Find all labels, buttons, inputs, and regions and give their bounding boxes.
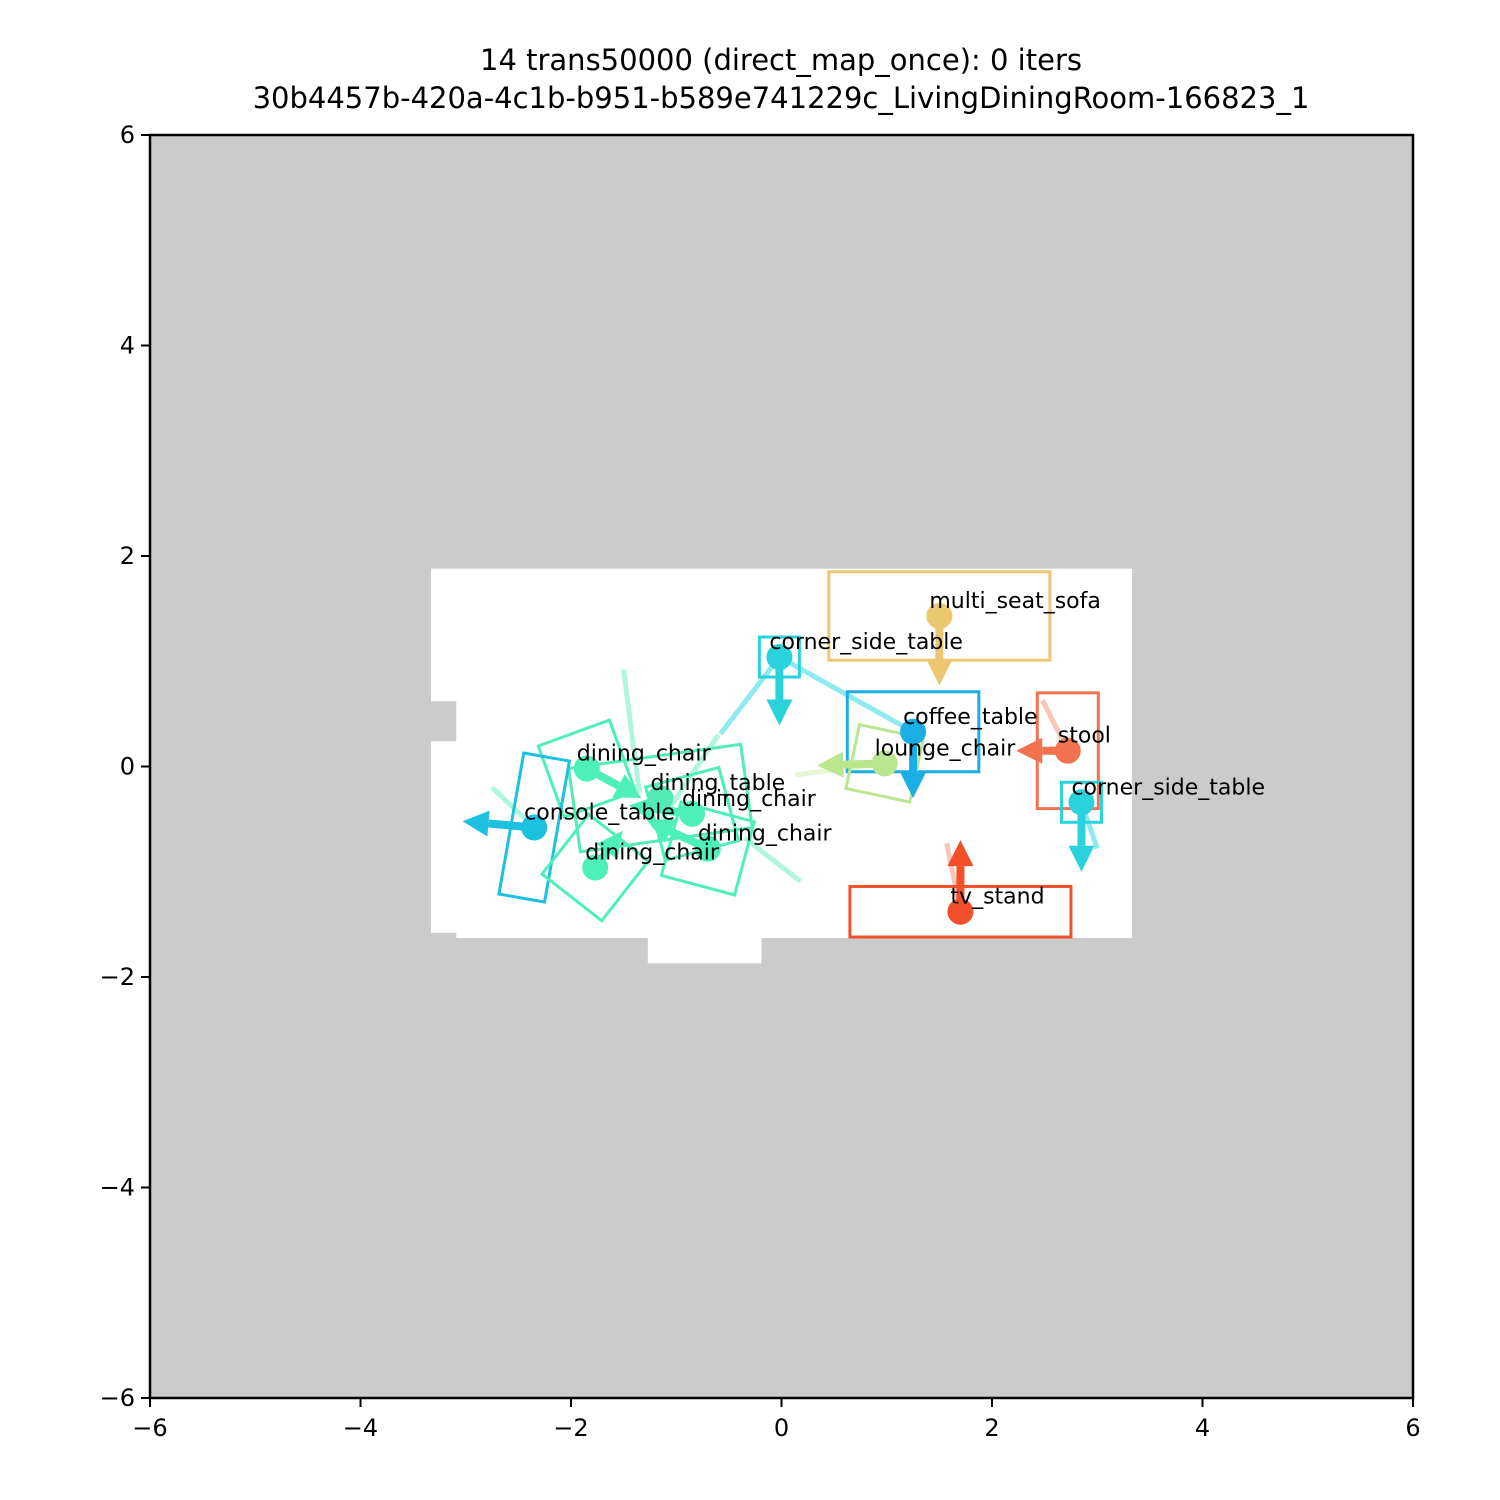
object-centroid: [582, 854, 609, 881]
orientation-arrow-head: [462, 810, 490, 837]
object-label: dining_chair: [698, 822, 833, 847]
x-tick-label: 4: [1195, 1414, 1210, 1442]
point-layer: [521, 602, 1095, 925]
x-tick-label: 2: [984, 1414, 999, 1442]
object-label: dining_chair: [585, 841, 720, 866]
object-label: stool: [1058, 724, 1111, 749]
x-tick-label: 0: [774, 1414, 789, 1442]
object-centroid: [1068, 789, 1095, 816]
object-centroid: [694, 835, 721, 862]
x-tick-label: −4: [343, 1414, 378, 1442]
object-centroid: [871, 750, 898, 777]
y-tick-label: 2: [120, 542, 135, 570]
object-centroid: [900, 718, 927, 745]
object-label: tv_stand: [950, 885, 1044, 910]
object-label: multi_seat_sofa: [929, 589, 1100, 614]
orientation-arrow-head: [900, 772, 927, 799]
object-label: console_table: [524, 801, 675, 826]
object-label: dining_chair: [682, 787, 817, 812]
orientation-arrow-head: [947, 840, 974, 867]
object-bbox: [536, 718, 638, 820]
object-centroid: [1054, 737, 1081, 764]
object-label: dining_chair: [577, 742, 712, 767]
object-label: dining_table: [650, 771, 785, 796]
y-tick-label: 6: [120, 121, 135, 149]
orientation-arrow-head: [596, 830, 623, 860]
orientation-arrow-head: [817, 751, 844, 778]
orientation-arrow-head: [926, 659, 953, 686]
object-centroid: [573, 755, 600, 782]
x-tick-label: 6: [1405, 1414, 1420, 1442]
y-tick-label: −4: [100, 1174, 135, 1202]
object-centroid: [766, 644, 793, 671]
orientation-arrow-head: [612, 774, 642, 799]
orientation-arrow-head: [646, 819, 676, 843]
orientation-arrow-head: [1068, 845, 1095, 872]
object-label: corner_side_table: [1071, 775, 1265, 800]
object-label: corner_side_table: [769, 630, 963, 655]
y-tick-label: −2: [100, 963, 135, 991]
orientation-arrow-head: [1016, 737, 1043, 764]
object-centroid: [947, 898, 974, 925]
x-tick-label: −6: [132, 1414, 167, 1442]
trajectory-line: [743, 836, 802, 884]
orientation-arrow-head: [766, 699, 793, 726]
y-tick-label: 4: [120, 332, 135, 360]
object-centroid: [679, 800, 706, 827]
y-tick-label: −6: [100, 1384, 135, 1412]
x-tick-label: −2: [553, 1414, 588, 1442]
object-label: lounge_chair: [875, 736, 1017, 761]
chart-subtitle: 30b4457b-420a-4c1b-b951-b589e741229c_Liv…: [253, 81, 1310, 115]
object-label: coffee_table: [903, 705, 1038, 730]
label-layer: multi_seat_sofa corner_side_table coffee_t…: [524, 589, 1265, 910]
x-axis: −6 −4 −2 0 2 4 6: [132, 1398, 1421, 1442]
object-centroid: [647, 785, 674, 812]
object-bbox: [659, 800, 757, 897]
chart-title: 14 trans50000 (direct_map_once): 0 iters: [480, 43, 1082, 77]
object-centroid: [926, 602, 953, 629]
y-axis: −6 −4 −2 0 2 4 6: [100, 121, 150, 1412]
y-tick-label: 0: [120, 753, 135, 781]
object-centroid: [521, 814, 548, 841]
trajectory-line: [621, 669, 642, 794]
